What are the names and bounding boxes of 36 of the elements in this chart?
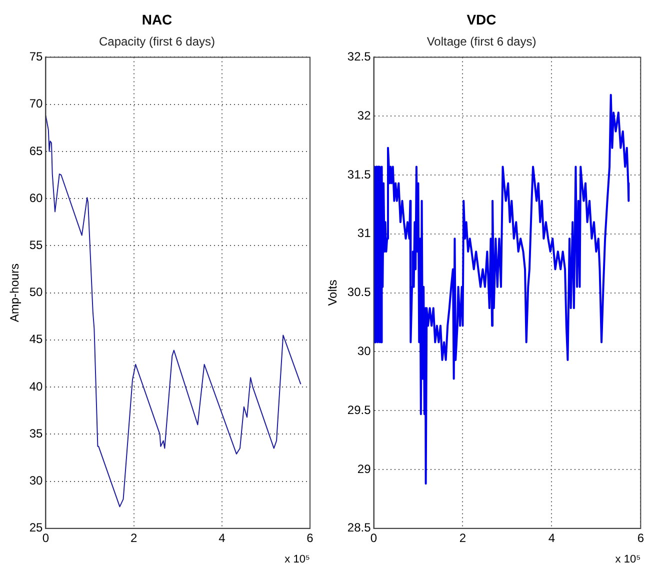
x-tick-label: 2 (130, 530, 138, 545)
x-tick-label: 6 (306, 530, 314, 545)
chart-subtitle: Capacity (first 6 days) (98, 34, 216, 48)
y-tick-label: 70 (29, 96, 44, 111)
y-axis-title: Volts (326, 280, 340, 306)
x-tick-label: 2 (459, 530, 466, 545)
y-tick-label: 55 (29, 238, 44, 252)
y-tick-label: 50 (29, 285, 44, 300)
y-tick-label: 60 (29, 190, 44, 205)
y-tick-label: 40 (29, 379, 44, 394)
y-axis-title: Amp-hours (8, 263, 22, 322)
y-tick-label: 65 (29, 144, 44, 158)
x-tick-label: 0 (42, 530, 50, 545)
y-tick-label: 30.5 (347, 285, 372, 300)
y-tick-label: 35 (29, 426, 44, 440)
y-tick-label: 28.5 (347, 520, 372, 535)
x-tick-label: 4 (218, 530, 226, 545)
y-tick-label: 32.5 (347, 50, 372, 64)
y-tick-label: 25 (29, 520, 44, 535)
y-tick-label: 75 (29, 50, 44, 64)
y-tick-label: 31 (357, 226, 372, 240)
y-tick-label: 45 (29, 332, 44, 346)
y-tick-label: 31.5 (347, 167, 372, 182)
chart-subtitle: Voltage (first 6 days) (426, 34, 536, 48)
x-axis-title: x 10⁵ (615, 553, 641, 566)
chart-title: NAC (142, 11, 172, 28)
y-tick-label: 30 (29, 474, 44, 488)
x-tick-label: 6 (637, 530, 644, 545)
x-tick-label: 0 (370, 530, 378, 545)
y-tick-label: 30 (357, 344, 372, 358)
x-tick-label: 4 (548, 530, 556, 545)
chart-title: VDC (466, 11, 496, 28)
y-tick-label: 29.5 (347, 402, 372, 417)
x-axis-title: x 10⁵ (284, 553, 310, 566)
y-tick-label: 29 (357, 462, 372, 476)
y-tick-label: 32 (357, 108, 372, 122)
